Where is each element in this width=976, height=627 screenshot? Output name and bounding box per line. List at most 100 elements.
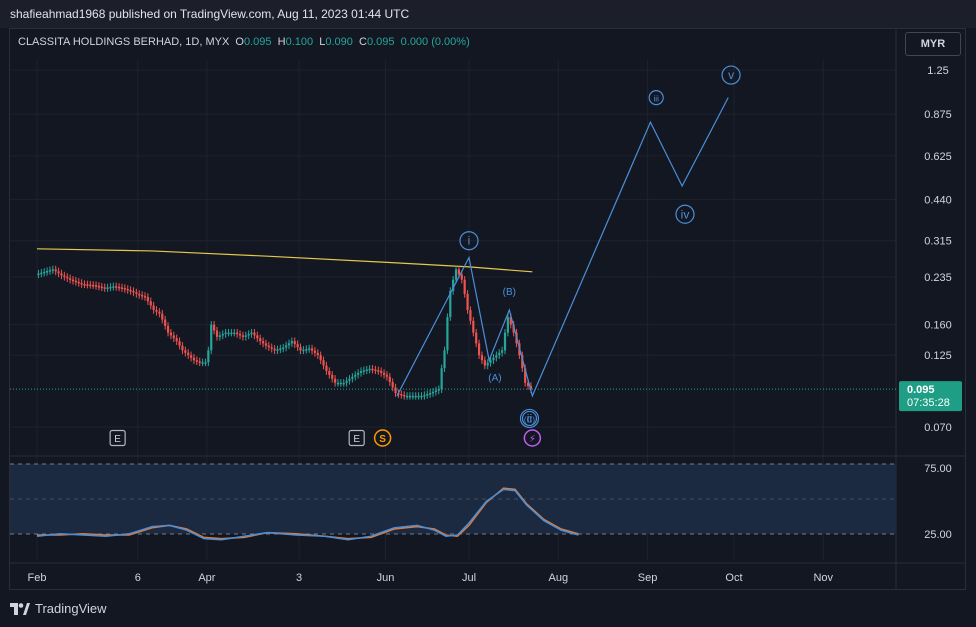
- candle-body: [253, 332, 256, 336]
- candle-body: [466, 293, 469, 311]
- candle-body: [106, 287, 109, 289]
- candle-body: [452, 279, 455, 291]
- candle-body: [189, 355, 193, 358]
- candle-body: [146, 296, 149, 302]
- candle-body: [112, 286, 115, 288]
- candle-body: [405, 395, 409, 398]
- price-tick-label: 0.235: [924, 272, 952, 284]
- candle-body: [296, 344, 299, 348]
- wave-label-b: (B): [503, 287, 516, 298]
- wave-label-v: v: [721, 65, 741, 85]
- time-tick-label: Apr: [198, 572, 215, 584]
- candle-body: [224, 332, 227, 335]
- candle-body: [69, 278, 72, 280]
- candle-body: [89, 284, 92, 287]
- candle-body: [463, 279, 466, 294]
- chart-frame: [9, 28, 966, 590]
- candle-body: [115, 286, 118, 288]
- wave-label-text: (A): [488, 373, 501, 384]
- candle-body: [495, 355, 498, 358]
- candle-body: [443, 350, 446, 369]
- candle-body: [187, 352, 190, 356]
- candle-body: [446, 317, 449, 351]
- candle-body: [492, 357, 495, 361]
- publisher-bar: shafieahmad1968 published on TradingView…: [0, 0, 976, 28]
- candle-body: [333, 378, 337, 383]
- earnings-icon: [109, 429, 126, 447]
- candle-body: [371, 368, 374, 371]
- high-label: H: [277, 36, 286, 48]
- candle-body: [380, 371, 383, 373]
- candle-body: [238, 333, 242, 336]
- candle-body: [483, 360, 486, 366]
- ohlc-legend: CLASSITA HOLDINGS BERHAD, 1D, MYX O0.095…: [18, 36, 470, 48]
- candle-body: [377, 370, 380, 372]
- price-tick-label: 0.070: [924, 422, 952, 434]
- candle-body: [426, 394, 429, 396]
- wave-label-iii: iii: [648, 90, 664, 106]
- candle-body: [264, 343, 268, 346]
- wave-label-a: (A): [488, 373, 501, 384]
- wave-label-circle: [721, 65, 741, 85]
- rsi-line: [36, 488, 579, 541]
- price-tick-label: 0.875: [924, 109, 952, 121]
- candle-body: [60, 273, 63, 276]
- candle-body: [273, 348, 276, 351]
- candle-body: [354, 374, 357, 377]
- price-tick-label: 0.160: [924, 320, 952, 332]
- price-tick-label: 0.125: [924, 350, 952, 362]
- candle-body: [135, 292, 138, 294]
- candle-body: [233, 332, 236, 335]
- candle-body: [420, 395, 423, 398]
- news-marker-text: ⚡: [529, 434, 536, 445]
- candle-body: [270, 347, 273, 349]
- event-marker-split[interactable]: S: [373, 429, 392, 447]
- time-tick-label: Nov: [813, 572, 833, 584]
- candle-body: [198, 361, 201, 363]
- event-marker-news[interactable]: ⚡: [523, 429, 542, 447]
- wave-label-text: (B): [503, 287, 516, 298]
- candle-body: [181, 345, 184, 351]
- candle-body: [437, 389, 440, 391]
- candle-body: [80, 282, 83, 285]
- time-tick-label: 6: [135, 572, 141, 584]
- candle-body: [261, 341, 265, 344]
- low-label: L: [319, 36, 326, 48]
- candle-body: [267, 345, 270, 348]
- close-value: 0.095: [366, 36, 395, 48]
- candle-body: [414, 395, 417, 398]
- candle-body: [158, 311, 161, 314]
- candle-body: [348, 378, 351, 381]
- currency-button[interactable]: MYR: [905, 32, 961, 56]
- change-value: 0.000 (0.00%): [400, 36, 470, 48]
- candle-body: [77, 281, 80, 284]
- candle-body: [178, 341, 181, 346]
- candle-body: [48, 270, 52, 272]
- candle-body: [241, 335, 245, 337]
- candle-body: [164, 319, 167, 326]
- event-marker-earnings[interactable]: E: [348, 429, 365, 447]
- candle-body: [287, 343, 291, 346]
- candle-body: [365, 369, 368, 372]
- candle-body: [117, 286, 121, 289]
- earnings-marker-text: E: [114, 434, 121, 445]
- candle-body: [74, 280, 77, 283]
- candle-body: [480, 355, 484, 361]
- publisher-text: shafieahmad1968 published on TradingView…: [10, 7, 410, 21]
- event-marker-earnings[interactable]: E: [109, 429, 126, 447]
- candle-body: [215, 330, 219, 337]
- price-tick-label: 0.315: [924, 236, 952, 248]
- time-axis: Feb 6 Apr 3 Jun Jul Aug Sep Oct Nov: [28, 572, 834, 584]
- candle-body: [71, 279, 75, 282]
- candle-body: [152, 305, 155, 311]
- candle-body: [54, 269, 57, 272]
- footer-brand[interactable]: TradingView: [10, 601, 107, 616]
- candle-body: [336, 382, 340, 385]
- candle-body: [92, 284, 95, 287]
- candle-body: [440, 368, 443, 390]
- candle-body: [123, 288, 126, 290]
- candle-body: [120, 287, 124, 289]
- candle-body: [339, 382, 342, 385]
- price-axis: 1.25 0.875 0.625 0.440 0.315 0.235 0.160 0.125 0…: [924, 65, 952, 434]
